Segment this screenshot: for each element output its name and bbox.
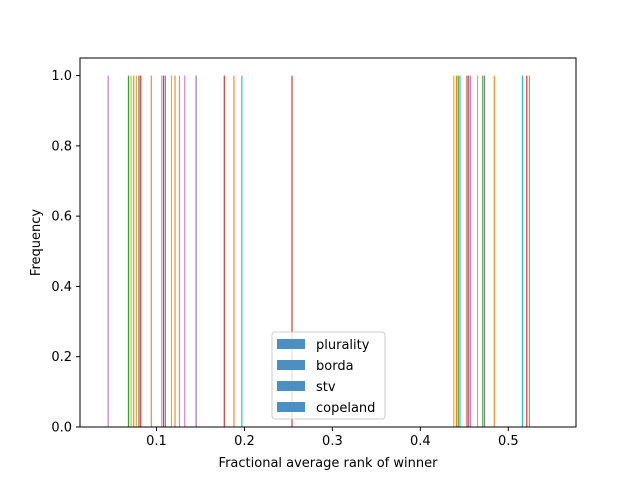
- y-tick-label: 0.4: [51, 280, 72, 295]
- histogram-bar: [174, 75, 176, 427]
- x-tick-label: 0.5: [498, 434, 519, 449]
- histogram-bar: [127, 75, 129, 427]
- legend-swatch: [277, 402, 305, 412]
- x-axis-ticks: 0.1 0.2 0.3 0.4 0.5: [146, 427, 519, 449]
- x-tick-label: 0.4: [410, 434, 431, 449]
- histogram-bar: [223, 75, 225, 427]
- histogram-bar: [163, 75, 165, 427]
- y-tick-label: 0.6: [51, 210, 72, 225]
- histogram-bar: [241, 75, 243, 427]
- y-axis-label: Frequency: [29, 209, 44, 276]
- x-tick-label: 0.2: [234, 434, 255, 449]
- histogram-bar: [184, 75, 186, 427]
- histogram-bar: [130, 75, 132, 427]
- histogram-bar: [178, 75, 180, 427]
- legend-label: plurality: [316, 338, 370, 353]
- histogram-bar: [469, 75, 472, 427]
- histogram-bar: [133, 75, 135, 427]
- histogram-bar: [521, 75, 523, 427]
- histogram-bar: [195, 75, 197, 427]
- histogram-bar: [161, 75, 163, 427]
- histogram-bar: [493, 75, 495, 427]
- histogram-bar: [291, 75, 293, 427]
- histogram-bar: [453, 75, 455, 427]
- histogram-bar: [459, 75, 461, 427]
- histogram-bar: [526, 75, 528, 427]
- legend-label: borda: [316, 359, 354, 374]
- histogram-bar: [477, 75, 479, 427]
- histogram-bar: [138, 75, 140, 427]
- legend-swatch: [277, 339, 305, 349]
- legend-label: stv: [316, 380, 336, 395]
- y-tick-label: 1.0: [51, 69, 72, 84]
- x-tick-label: 0.3: [322, 434, 343, 449]
- histogram-bar: [107, 75, 109, 427]
- histogram-bar: [233, 75, 235, 427]
- histogram-bar: [466, 75, 468, 427]
- legend-swatch: [277, 381, 305, 391]
- histogram-bar: [170, 75, 173, 427]
- histogram-bar: [455, 75, 457, 427]
- y-axis-ticks: 0.0 0.2 0.4 0.6 0.8 1.0: [51, 69, 80, 436]
- histogram-bar: [164, 75, 166, 427]
- histogram-bar: [150, 75, 152, 427]
- histogram-bar: [135, 75, 137, 427]
- histogram-bar: [457, 75, 459, 427]
- histogram-bar: [140, 75, 142, 427]
- x-tick-label: 0.1: [146, 434, 167, 449]
- legend-box: [271, 331, 386, 420]
- legend: plurality borda stv copeland: [271, 331, 386, 420]
- y-tick-label: 0.8: [51, 139, 72, 154]
- histogram-bar: [482, 75, 484, 427]
- bars-group: [107, 75, 530, 427]
- legend-label: copeland: [316, 401, 375, 416]
- legend-swatch: [277, 360, 305, 370]
- histogram-bar: [468, 75, 470, 427]
- y-tick-label: 0.2: [51, 350, 72, 365]
- histogram-bar: [484, 75, 486, 427]
- x-axis-label: Fractional average rank of winner: [219, 456, 439, 471]
- plot-frame: [79, 57, 577, 428]
- histogram-bar: [528, 75, 530, 427]
- y-tick-label: 0.0: [51, 421, 72, 436]
